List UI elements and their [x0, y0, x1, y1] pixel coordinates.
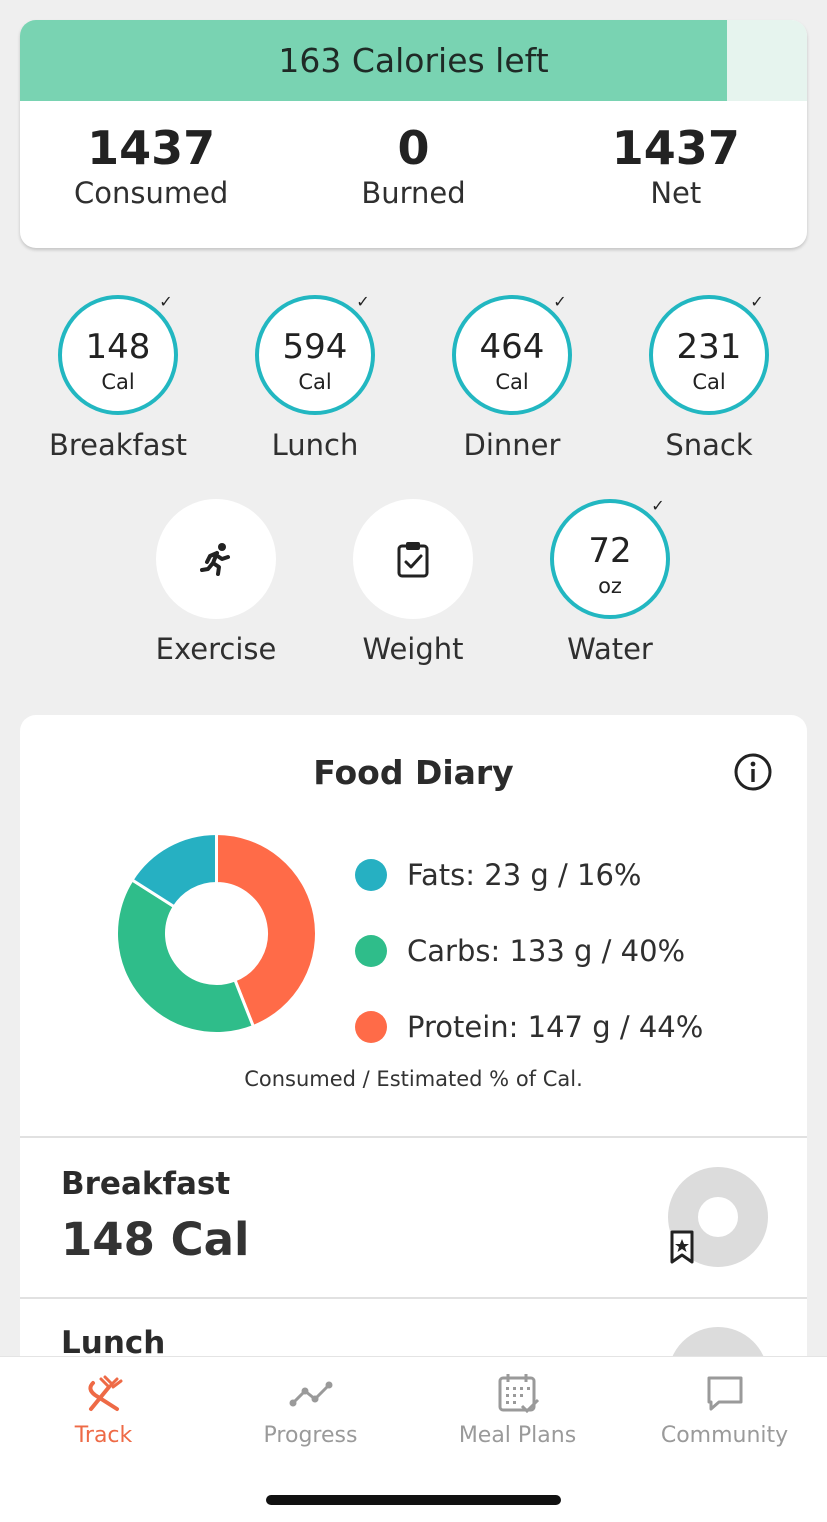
net-stat: 1437 Net [556, 121, 796, 211]
exercise-tracker[interactable]: Exercise [126, 499, 306, 667]
chat-bubble-icon [621, 1369, 827, 1419]
water-tracker[interactable]: 72 oz ✓ Water [520, 493, 700, 667]
checkmark-icon: ✓ [154, 289, 178, 313]
tab-meal-plans-label: Meal Plans [458, 1423, 577, 1448]
exercise-circle [156, 499, 276, 619]
fats-slice [129, 832, 218, 909]
legend-fats: Fats: 23 g / 16% [355, 837, 703, 913]
lunch-ring: 594 Cal ✓ [255, 289, 375, 415]
line-graph-icon [207, 1369, 414, 1419]
running-icon [156, 499, 276, 619]
breakfast-entry-name: Breakfast [61, 1166, 231, 1202]
breakfast-entry-calories: 148 Cal [61, 1213, 250, 1266]
fats-dot [355, 859, 387, 891]
tab-progress[interactable]: Progress [207, 1357, 414, 1448]
net-value: 1437 [611, 121, 740, 175]
consumed-stat: 1437 Consumed [31, 121, 271, 211]
exercise-label: Exercise [155, 632, 277, 666]
tab-community[interactable]: Community [621, 1357, 827, 1448]
lunch-entry-name: Lunch [61, 1325, 166, 1361]
snack-calories: 231 [676, 327, 742, 367]
checkmark-icon: ✓ [351, 289, 375, 313]
protein-label: Protein: 147 g / 44% [407, 1010, 704, 1044]
protein-slice [215, 832, 318, 1029]
snack-ring: 231 Cal ✓ [649, 289, 769, 415]
weight-label: Weight [362, 632, 464, 666]
water-unit: oz [598, 574, 622, 598]
water-ring: 72 oz ✓ [550, 493, 670, 619]
divider [20, 1297, 807, 1299]
snack-label: Snack [665, 428, 753, 462]
burned-value: 0 [397, 121, 430, 175]
water-amount: 72 [588, 531, 632, 571]
dinner-tracker[interactable]: 464 Cal ✓ Dinner [422, 289, 602, 463]
calorie-summary-card[interactable]: 163 Calories left 1437 Consumed 0 Burned… [20, 20, 807, 248]
macro-donut-chart [115, 832, 318, 1035]
legend-protein: Protein: 147 g / 44% [355, 989, 703, 1065]
snack-tracker[interactable]: 231 Cal ✓ Snack [619, 289, 799, 463]
checkmark-icon: ✓ [548, 289, 572, 313]
lunch-label: Lunch [271, 428, 359, 462]
water-label: Water [567, 632, 653, 666]
bookmark-star-icon[interactable] [669, 1230, 695, 1264]
diary-note: Consumed / Estimated % of Cal. [244, 1067, 583, 1091]
carbs-label: Carbs: 133 g / 40% [407, 934, 686, 968]
legend-carbs: Carbs: 133 g / 40% [355, 913, 703, 989]
breakfast-label: Breakfast [48, 428, 188, 462]
burned-stat: 0 Burned [293, 121, 533, 211]
net-label: Net [650, 176, 702, 210]
fats-label: Fats: 23 g / 16% [407, 858, 642, 892]
food-diary-title: Food Diary [313, 753, 514, 792]
breakfast-tracker[interactable]: 148 Cal ✓ Breakfast [28, 289, 208, 463]
checkmark-icon: ✓ [646, 493, 670, 517]
calories-left-text: 163 Calories left [278, 41, 549, 80]
clipboard-icon [353, 499, 473, 619]
home-indicator [266, 1495, 561, 1505]
consumed-value: 1437 [87, 121, 216, 175]
dinner-label: Dinner [463, 428, 561, 462]
bottom-nav: Track Progress [0, 1356, 827, 1522]
breakfast-ring: 148 Cal ✓ [58, 289, 178, 415]
lunch-tracker[interactable]: 594 Cal ✓ Lunch [225, 289, 405, 463]
dinner-calories: 464 [479, 327, 545, 367]
tab-track[interactable]: Track [0, 1357, 207, 1448]
weight-tracker[interactable]: Weight [323, 499, 503, 667]
protein-dot [355, 1011, 387, 1043]
snack-unit: Cal [692, 370, 726, 394]
consumed-label: Consumed [73, 176, 229, 210]
breakfast-calories: 148 [85, 327, 151, 367]
burned-label: Burned [361, 176, 466, 210]
tab-meal-plans[interactable]: Meal Plans [414, 1357, 621, 1448]
macro-legend: Fats: 23 g / 16% Carbs: 133 g / 40% Prot… [355, 837, 703, 1065]
tab-community-label: Community [660, 1423, 789, 1448]
info-icon[interactable] [733, 752, 773, 792]
breakfast-unit: Cal [101, 370, 135, 394]
divider [20, 1136, 807, 1138]
food-diary-card: Food Diary Fats: 23 g / 16% Carbs: 133 g… [20, 715, 807, 1415]
calories-progress-fill [20, 20, 727, 101]
weight-circle [353, 499, 473, 619]
tab-progress-label: Progress [263, 1423, 358, 1448]
carbs-slice [115, 877, 256, 1035]
tab-track-label: Track [74, 1423, 133, 1448]
calendar-icon [414, 1369, 621, 1419]
dinner-ring: 464 Cal ✓ [452, 289, 572, 415]
dinner-unit: Cal [495, 370, 529, 394]
calories-left-bar: 163 Calories left [20, 20, 807, 101]
checkmark-icon: ✓ [745, 289, 769, 313]
lunch-calories: 594 [282, 327, 348, 367]
lunch-unit: Cal [298, 370, 332, 394]
carbs-dot [355, 935, 387, 967]
fork-knife-icon [0, 1369, 207, 1419]
